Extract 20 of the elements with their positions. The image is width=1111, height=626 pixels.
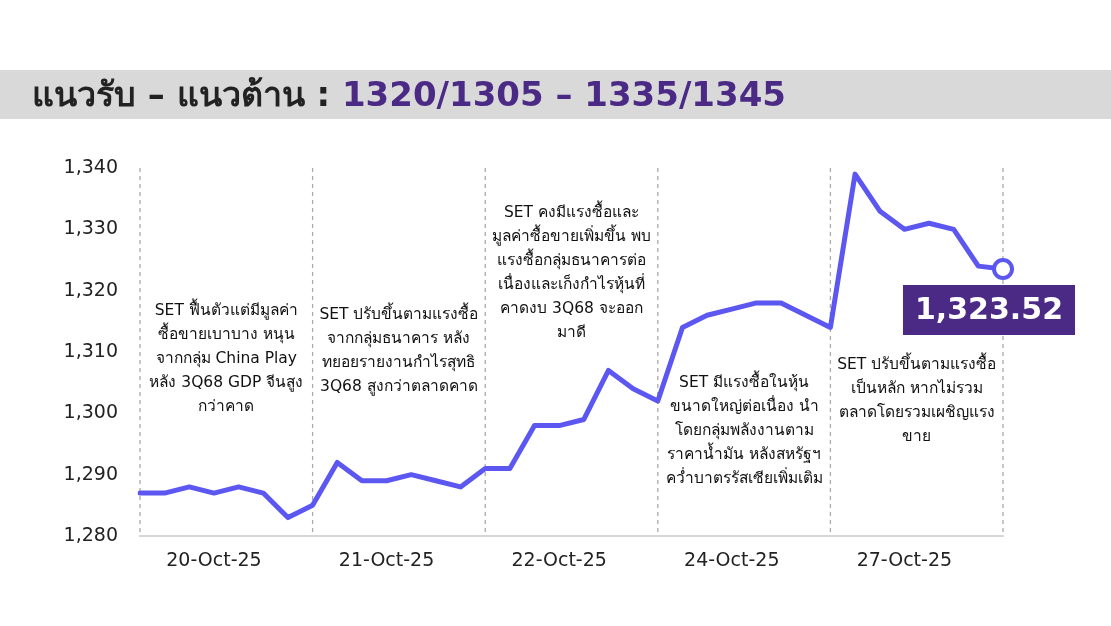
x-tick-label: 27-Oct-25 xyxy=(856,548,953,571)
y-tick-label: 1,330 xyxy=(63,216,118,239)
chart-subtitle: 1320/1305 – 1335/1345 xyxy=(341,74,786,114)
y-tick-label: 1,320 xyxy=(63,277,118,300)
y-tick-label: 1,310 xyxy=(63,338,118,361)
annotation: SET มีแรงซื้อในหุ้นขนาดใหญ่ต่อเนื่อง นำโดยกลุ่มพลังงานตามราคาน้ำมัน หลังสหรัฐฯ คว่ำบาตรรัสเซียเพิ่มเติม xyxy=(664,370,824,489)
annotation: SET ปรับขึ้นตามแรงซื้อจากกลุ่มธนาคาร หลังทยอยรายงานกำไรสุทธิ 3Q68 สูงกว่าตลาดคาด xyxy=(318,302,479,398)
y-tick-label: 1,280 xyxy=(63,522,118,545)
y-tick-label: 1,290 xyxy=(63,461,118,484)
x-tick-label: 20-Oct-25 xyxy=(166,548,262,571)
x-tick-label: 21-Oct-25 xyxy=(338,548,435,571)
annotation: SET คงมีแรงซื้อและมูลค่าซื้อขายเพิ่มขึ้น พบแรงซื้อกลุ่มธนาคารต่อเนื่องและเก็งกำไรหุ้นที่คาดงบ 3Q68 จะออกมาดี xyxy=(491,200,652,343)
x-tick-label: 24-Oct-25 xyxy=(684,548,780,571)
x-tick-label: 22-Oct-25 xyxy=(511,548,607,571)
y-tick-label: 1,340 xyxy=(63,154,118,177)
chart-title: แนวรับ – แนวต้าน : xyxy=(32,74,331,114)
annotation: SET ปรับขึ้นตามแรงซื้อเป็นหลัก หากไม่รวมตลาดโดยรวมเผชิญแรงขาย xyxy=(836,352,997,447)
annotation: SET ฟื้นตัวแต่มีมูลค่าซื้อขายเบาบาง หนุนจากกลุ่ม China Play หลัง 3Q68 GDP จีนสูงกว่าคาด xyxy=(148,298,305,417)
data-label: 1,323.52 xyxy=(914,290,1063,326)
y-tick-label: 1,300 xyxy=(63,400,118,423)
